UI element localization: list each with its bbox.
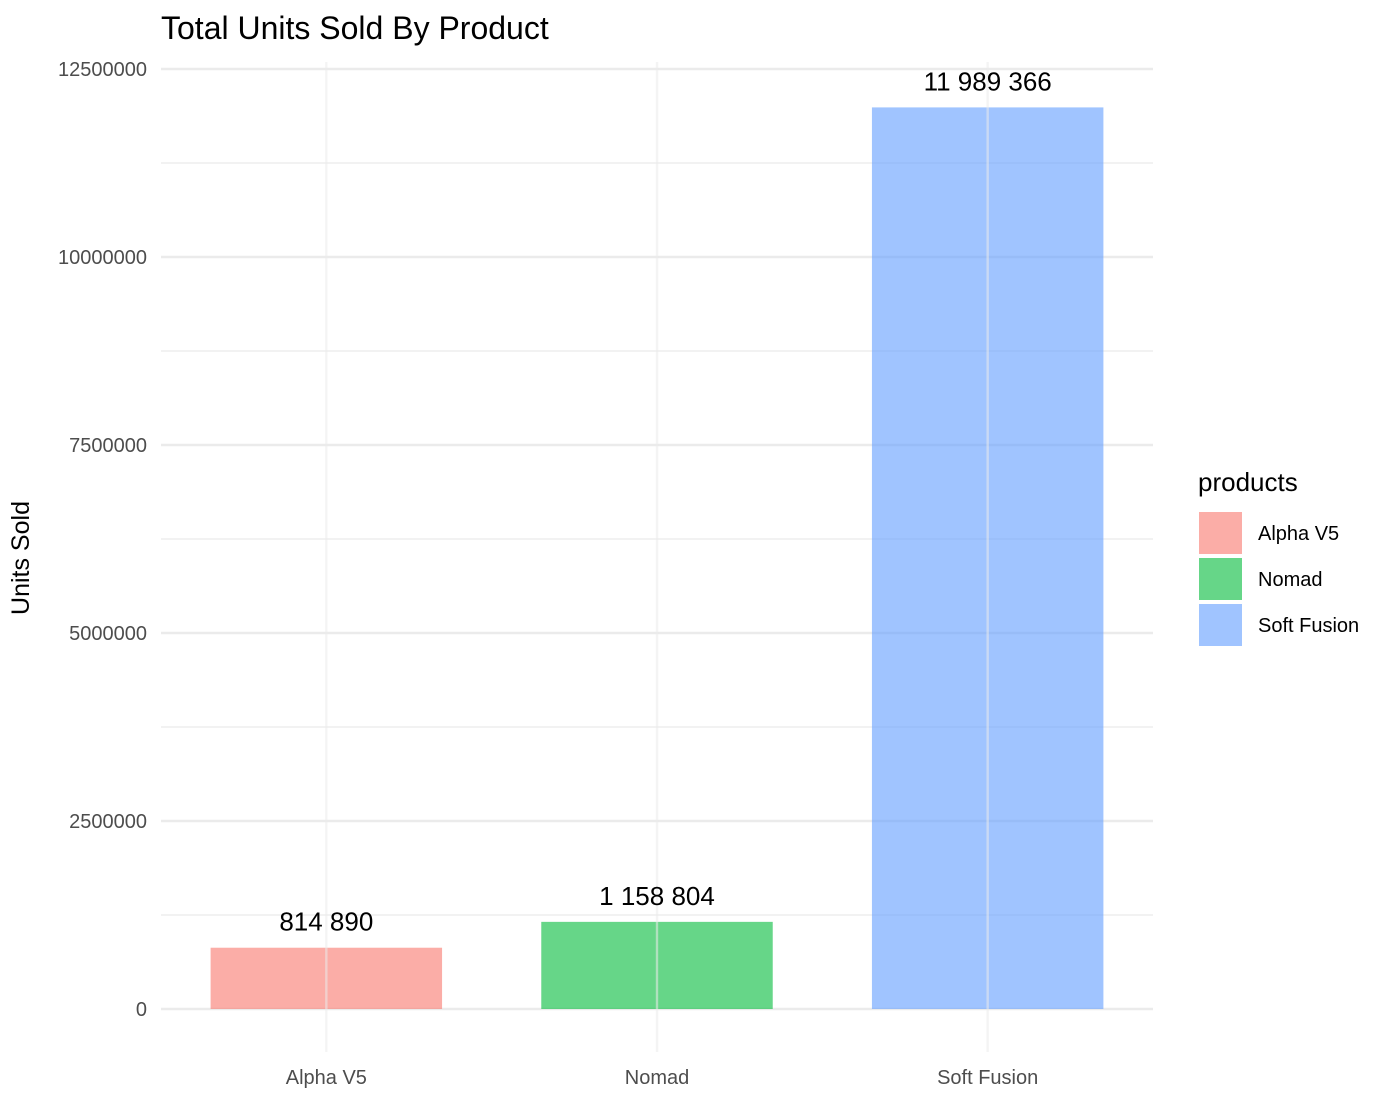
legend-swatch [1199,512,1242,554]
x-tick-label: Nomad [625,1067,689,1089]
legend-title: products [1198,467,1298,497]
data-label: 814 890 [279,907,373,937]
y-tick-label: 2500000 [69,811,147,833]
y-tick-label: 7500000 [69,435,147,457]
y-axis-ticks: 0 2500000 5000000 7500000 10000000 12500000 [58,59,147,1021]
chart-title: Total Units Sold By Product [161,10,549,46]
y-tick-label: 0 [136,999,147,1021]
data-label: 11 989 366 [924,66,1052,96]
vertical-grid [325,62,989,1052]
y-tick-label: 10000000 [58,247,147,269]
legend-swatch [1199,558,1242,600]
legend-label: Nomad [1258,569,1322,591]
legend-label: Alpha V5 [1258,523,1339,545]
legend: products Alpha V5 Nomad Soft Fusion [1198,467,1359,646]
y-tick-label: 5000000 [69,623,147,645]
x-tick-label: Alpha V5 [286,1067,367,1089]
x-tick-label: Soft Fusion [937,1067,1038,1089]
legend-swatch [1199,604,1242,646]
legend-items: Alpha V5 Nomad Soft Fusion [1199,512,1359,646]
y-axis-label: Units Sold [7,501,35,615]
legend-label: Soft Fusion [1258,615,1359,637]
data-label: 1 158 804 [599,881,715,911]
y-tick-label: 12500000 [58,59,147,81]
data-labels: 814 890 1 158 804 11 989 366 [279,66,1051,936]
x-axis-ticks: Alpha V5 Nomad Soft Fusion [286,1067,1039,1089]
